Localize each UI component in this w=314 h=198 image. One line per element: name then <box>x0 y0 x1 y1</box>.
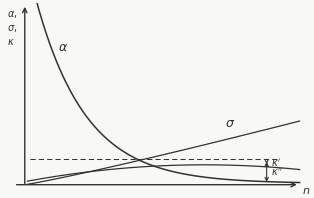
Text: $\kappa'$: $\kappa'$ <box>271 157 281 169</box>
Text: $\sigma$: $\sigma$ <box>225 117 236 130</box>
Text: $\kappa''$: $\kappa''$ <box>271 166 283 178</box>
Text: $\alpha,$: $\alpha,$ <box>7 10 18 20</box>
Text: $n$: $n$ <box>302 186 311 196</box>
Text: $\kappa$: $\kappa$ <box>7 37 15 47</box>
Text: $\sigma,$: $\sigma,$ <box>7 23 17 34</box>
Text: $\alpha$: $\alpha$ <box>58 41 68 54</box>
